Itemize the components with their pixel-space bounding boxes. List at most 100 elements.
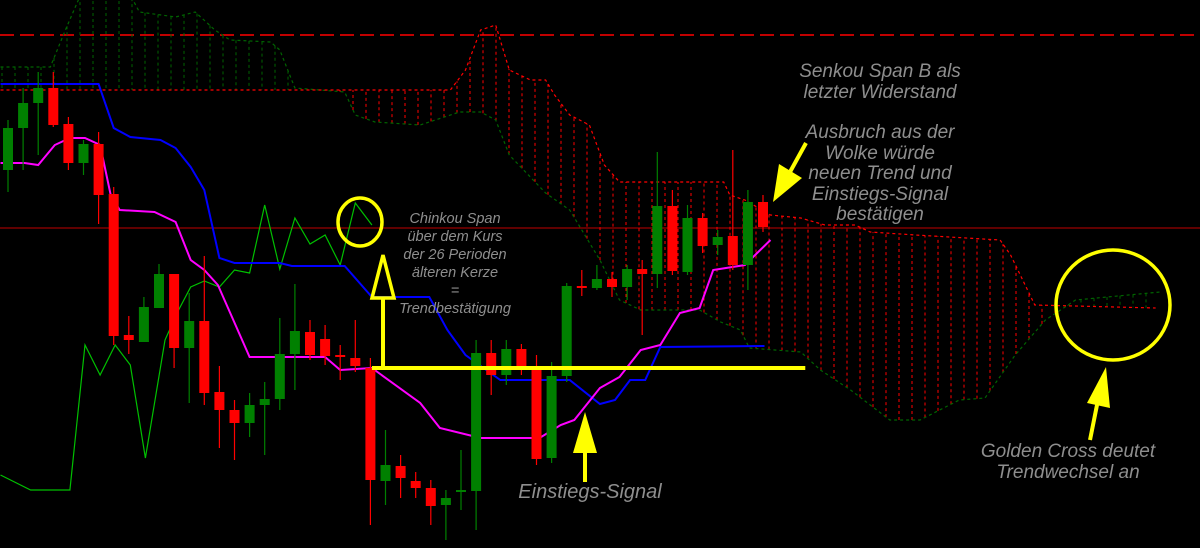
bullish-candle bbox=[622, 265, 633, 300]
candle-body bbox=[229, 410, 240, 423]
bearish-candle bbox=[108, 187, 119, 345]
kijun-sen-line bbox=[0, 83, 765, 406]
bullish-candle bbox=[652, 152, 663, 288]
candle-body bbox=[652, 206, 663, 274]
breakout-down-arrow bbox=[773, 142, 808, 202]
bearish-candle bbox=[607, 272, 617, 297]
bullish-candle bbox=[3, 120, 13, 192]
annotation-line: der 26 Perioden bbox=[403, 247, 507, 263]
bearish-candle bbox=[350, 320, 361, 372]
candle-body bbox=[289, 331, 300, 354]
chinkou-highlight-circle bbox=[336, 196, 384, 248]
candle-body bbox=[637, 269, 648, 274]
annotation-line: Einstiegs-Signal bbox=[811, 183, 949, 205]
bullish-candle bbox=[501, 340, 512, 385]
golden-cross-annotation: Golden Cross deutet Trendwechsel an bbox=[980, 441, 1156, 483]
bullish-candle bbox=[591, 265, 602, 290]
bullish-candle bbox=[456, 450, 466, 510]
candle-body bbox=[395, 466, 406, 478]
candle-body bbox=[63, 124, 74, 163]
candle-body bbox=[154, 274, 164, 308]
bearish-candle bbox=[305, 320, 315, 360]
bearish-candle bbox=[425, 480, 436, 525]
annotation-line: über dem Kurs bbox=[407, 229, 503, 245]
annotation-line: Trendwechsel an bbox=[996, 461, 1140, 483]
candle-body bbox=[546, 376, 557, 458]
candle-body bbox=[138, 307, 149, 342]
candle-body bbox=[380, 465, 391, 481]
candle-body bbox=[123, 335, 134, 340]
bearish-candle bbox=[63, 117, 74, 170]
bullish-candle bbox=[712, 230, 723, 255]
breakout-annotation: Ausbruch aus der Wolke würde neuen Trend… bbox=[805, 122, 955, 226]
candle-body bbox=[622, 269, 633, 287]
bullish-candle bbox=[259, 382, 270, 455]
bearish-candle bbox=[697, 213, 708, 253]
candle-body bbox=[576, 286, 587, 288]
candle-body bbox=[410, 481, 421, 488]
bearish-candle bbox=[365, 358, 376, 525]
annotation-shapes bbox=[336, 142, 1172, 482]
annotation-line: Einstiegs-Signal bbox=[518, 481, 662, 503]
bullish-candle bbox=[78, 140, 89, 175]
golden-cross-up-arrow bbox=[1087, 367, 1110, 441]
candle-body bbox=[682, 218, 693, 272]
candle-body bbox=[561, 286, 572, 376]
entry-up-arrow bbox=[573, 412, 597, 482]
candle-body bbox=[274, 354, 285, 399]
candle-body bbox=[199, 321, 210, 393]
annotation-line: letzter Widerstand bbox=[803, 81, 957, 103]
bearish-candle bbox=[516, 344, 527, 375]
bearish-candle bbox=[169, 274, 180, 368]
bullish-candle bbox=[138, 297, 149, 342]
candles bbox=[3, 72, 768, 540]
candle-body bbox=[108, 194, 119, 336]
bearish-candle bbox=[123, 316, 134, 354]
candle-body bbox=[501, 349, 512, 375]
entry-signal-annotation: Einstiegs-Signal bbox=[518, 482, 661, 503]
bearish-candle bbox=[335, 345, 346, 380]
annotation-line: Ausbruch aus der bbox=[805, 122, 955, 143]
candle-body bbox=[471, 353, 482, 491]
bearish-candle bbox=[48, 72, 59, 127]
candle-body bbox=[742, 202, 753, 265]
bullish-candle bbox=[380, 430, 391, 505]
annotation-line: bestätigen bbox=[836, 204, 924, 225]
candle-body bbox=[335, 355, 346, 357]
candle-body bbox=[365, 368, 376, 480]
candle-body bbox=[184, 321, 195, 348]
bullish-candle bbox=[471, 340, 482, 530]
candle-body bbox=[440, 498, 451, 505]
annotation-line: neuen Trend und bbox=[808, 163, 952, 184]
bearish-candle bbox=[727, 150, 738, 270]
candle-body bbox=[697, 218, 708, 246]
senkou-span-a-line bbox=[0, 0, 1161, 421]
bullish-candle bbox=[742, 190, 753, 290]
candle-body bbox=[727, 236, 738, 265]
bullish-candle bbox=[18, 88, 29, 170]
bullish-candle bbox=[184, 293, 195, 403]
candle-body bbox=[169, 274, 180, 348]
chinkou-annotation: Chinkou Span über dem Kurs der 26 Period… bbox=[399, 210, 511, 318]
annotation-line: Golden Cross deutet bbox=[980, 441, 1156, 462]
annotation-line: älteren Kerze bbox=[411, 265, 499, 281]
bullish-candle bbox=[561, 283, 572, 382]
bearish-candle bbox=[758, 195, 768, 232]
candle-body bbox=[214, 392, 225, 410]
bearish-candle bbox=[214, 366, 225, 448]
candle-body bbox=[18, 103, 29, 128]
bearish-candle bbox=[320, 325, 331, 365]
annotation-line: = bbox=[450, 283, 460, 299]
candle-body bbox=[305, 332, 315, 355]
candle-body bbox=[425, 488, 436, 506]
hollow-up-arrow bbox=[369, 254, 397, 366]
candle-body bbox=[244, 405, 255, 423]
candle-body bbox=[758, 202, 768, 227]
candle-body bbox=[591, 279, 602, 288]
candle-body bbox=[93, 144, 104, 195]
candle-body bbox=[607, 279, 617, 287]
bullish-candle bbox=[244, 393, 255, 437]
bullish-candle bbox=[440, 490, 451, 540]
annotation-line: Chinkou Span bbox=[409, 211, 501, 227]
